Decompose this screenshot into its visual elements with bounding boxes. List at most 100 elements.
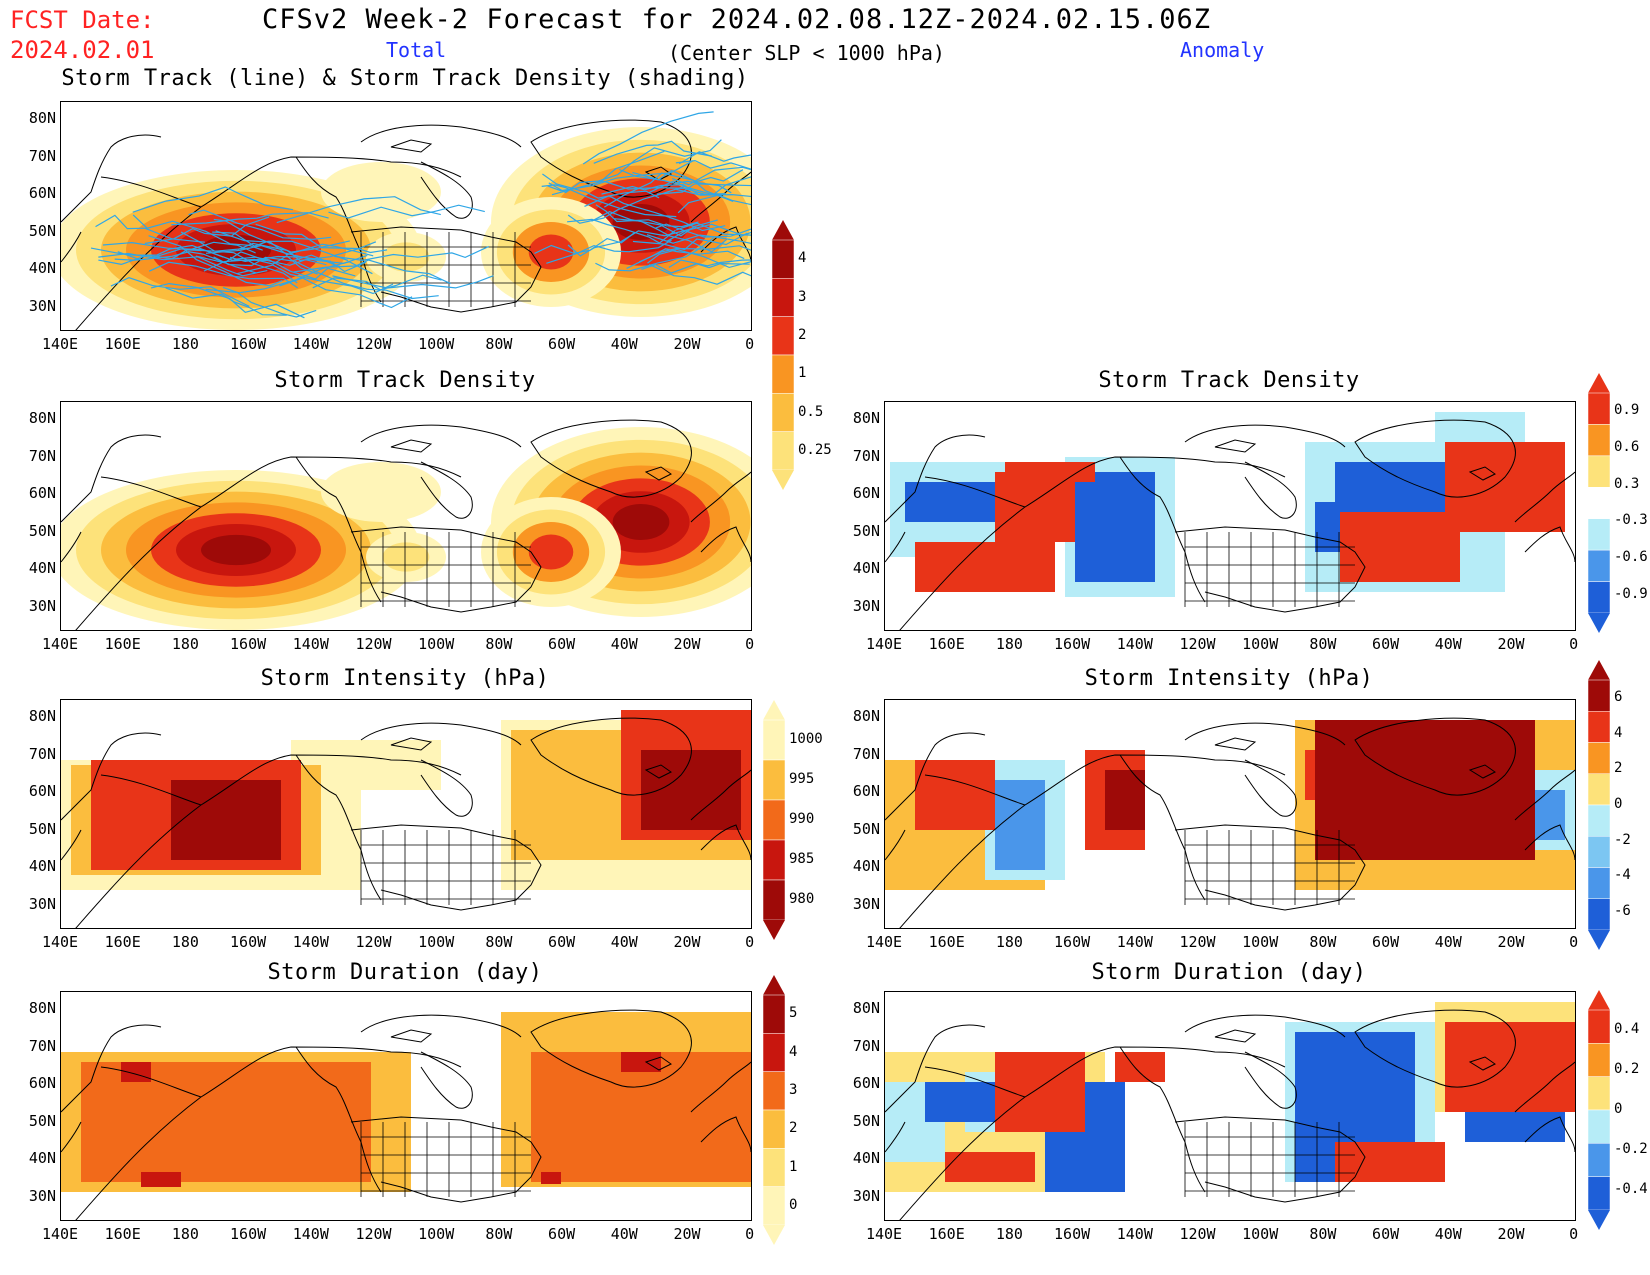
colorbar-density-total — [772, 220, 794, 490]
state-borders — [1184, 1122, 1355, 1197]
lon-label: 160W — [230, 335, 267, 353]
lon-label: 60W — [1372, 635, 1400, 653]
colorbar-label: 5 — [789, 1005, 798, 1022]
lon-label: 140W — [1116, 1225, 1153, 1243]
anomaly-column-label: Anomaly — [1180, 38, 1265, 62]
lon-label: 20W — [673, 335, 701, 353]
anom-positive — [915, 442, 1565, 592]
state-borders — [1184, 532, 1355, 607]
lon-label: 80W — [485, 933, 513, 951]
colorbar-intensity-anomaly — [1588, 660, 1610, 950]
coastline-outline — [885, 419, 1575, 630]
lon-label: 0 — [1569, 635, 1579, 653]
lat-label: 30N — [852, 596, 880, 615]
colorbar-label: 0 — [789, 1196, 798, 1213]
lon-label: 140W — [292, 335, 329, 353]
state-borders — [360, 1122, 531, 1197]
lon-label: 140E — [41, 933, 79, 951]
lat-label: 50N — [852, 819, 880, 838]
map-intensity-total — [60, 699, 752, 929]
panel-title-density-total: Storm Track Density — [274, 368, 536, 393]
lon-label: 160E — [928, 933, 965, 951]
atlantic-west-density — [481, 197, 621, 307]
lat-label: 60N — [28, 184, 56, 202]
lon-label: 100W — [418, 1225, 455, 1243]
colorbar-label: -0.3 — [1614, 512, 1648, 529]
lat-label: 40N — [28, 259, 56, 277]
lon-label: 180 — [171, 635, 199, 653]
lon-label: 120W — [1179, 635, 1216, 653]
colorbar-label: -0.2 — [1614, 1141, 1648, 1157]
lon-label: 40W — [610, 1225, 638, 1243]
map-density-total — [60, 401, 752, 631]
colorbar-label: 0 — [1614, 1101, 1623, 1117]
colorbar-label: -2 — [1614, 831, 1631, 848]
lon-label: 0 — [745, 933, 755, 951]
lon-label: 180 — [171, 933, 199, 951]
lon-label: 0 — [1569, 933, 1579, 951]
lat-label: 30N — [852, 1186, 880, 1205]
lon-label: 40W — [1434, 933, 1462, 951]
colorbar-label: -0.4 — [1614, 1181, 1648, 1197]
lon-label: 100W — [418, 335, 455, 353]
lat-label: 30N — [28, 296, 56, 315]
lon-label: 60W — [548, 933, 576, 951]
lon-label: 80W — [1309, 635, 1337, 653]
lat-label: 60N — [852, 1074, 880, 1092]
duration-4-5 — [121, 1052, 661, 1187]
colorbar-label: 0.9 — [1614, 402, 1640, 419]
colorbar-label: 1000 — [789, 731, 823, 747]
state-borders — [360, 830, 531, 905]
map-track-total — [60, 101, 752, 331]
lon-label: 20W — [1497, 933, 1525, 951]
lon-label: 20W — [1497, 635, 1525, 653]
anom-negative-strong — [905, 462, 1445, 582]
lat-label: 80N — [28, 109, 56, 127]
lon-label: 140E — [41, 1225, 79, 1243]
colorbar-label: 0.6 — [1614, 439, 1640, 455]
total-column-label: Total — [386, 38, 447, 62]
panel-title-track: Storm Track (line) & Storm Track Density… — [61, 66, 749, 91]
colorbar-label: 990 — [789, 811, 815, 827]
lon-label: 160E — [104, 335, 141, 353]
lon-label: 40W — [610, 335, 638, 353]
lon-label: 160W — [230, 933, 267, 951]
lon-label: 160W — [230, 635, 267, 653]
map-duration-total — [60, 991, 752, 1221]
lat-label: 50N — [852, 1111, 880, 1130]
lon-label: 60W — [1372, 1225, 1400, 1243]
lat-label: 60N — [28, 1074, 56, 1092]
colorbar-label: 0.2 — [1614, 1061, 1640, 1077]
lon-label: 100W — [1242, 1225, 1279, 1243]
panel-title-intensity-anom: Storm Intensity (hPa) — [1084, 666, 1374, 691]
lon-label: 60W — [1372, 933, 1400, 951]
lat-label: 80N — [28, 707, 56, 725]
lon-label: 40W — [610, 635, 638, 653]
colorbar-label: 4 — [798, 250, 807, 267]
great-plains-density — [366, 232, 446, 282]
colorbar-duration-anomaly — [1588, 990, 1610, 1230]
lon-label: 20W — [673, 1225, 701, 1243]
lon-label: 140E — [865, 1225, 903, 1243]
colorbar-label: 0.4 — [1614, 1021, 1640, 1037]
lon-label: 160W — [1054, 635, 1091, 653]
lon-label: 120W — [355, 1225, 392, 1243]
colorbar-label: 4 — [1614, 724, 1623, 741]
lon-label: 160W — [1054, 933, 1091, 951]
map-intensity-anomaly — [884, 699, 1576, 929]
colorbar-label: 1 — [789, 1158, 798, 1175]
lat-label: 40N — [852, 1149, 880, 1167]
colorbar-density-anomaly — [1588, 373, 1610, 633]
colorbar-label: 0 — [1614, 796, 1623, 812]
lat-label: 40N — [852, 857, 880, 875]
page-title: CFSv2 Week-2 Forecast for 2024.02.08.12Z… — [262, 4, 1212, 35]
colorbar-label: 3 — [789, 1081, 798, 1098]
lon-label: 120W — [355, 335, 392, 353]
lon-label: 180 — [171, 1225, 199, 1243]
lon-label: 0 — [745, 1225, 755, 1243]
intensity-980 — [171, 750, 741, 860]
coastline-outline — [61, 1009, 751, 1220]
colorbar-label: 2 — [798, 326, 807, 343]
lon-label: 40W — [1434, 635, 1462, 653]
canada-density — [321, 462, 441, 522]
